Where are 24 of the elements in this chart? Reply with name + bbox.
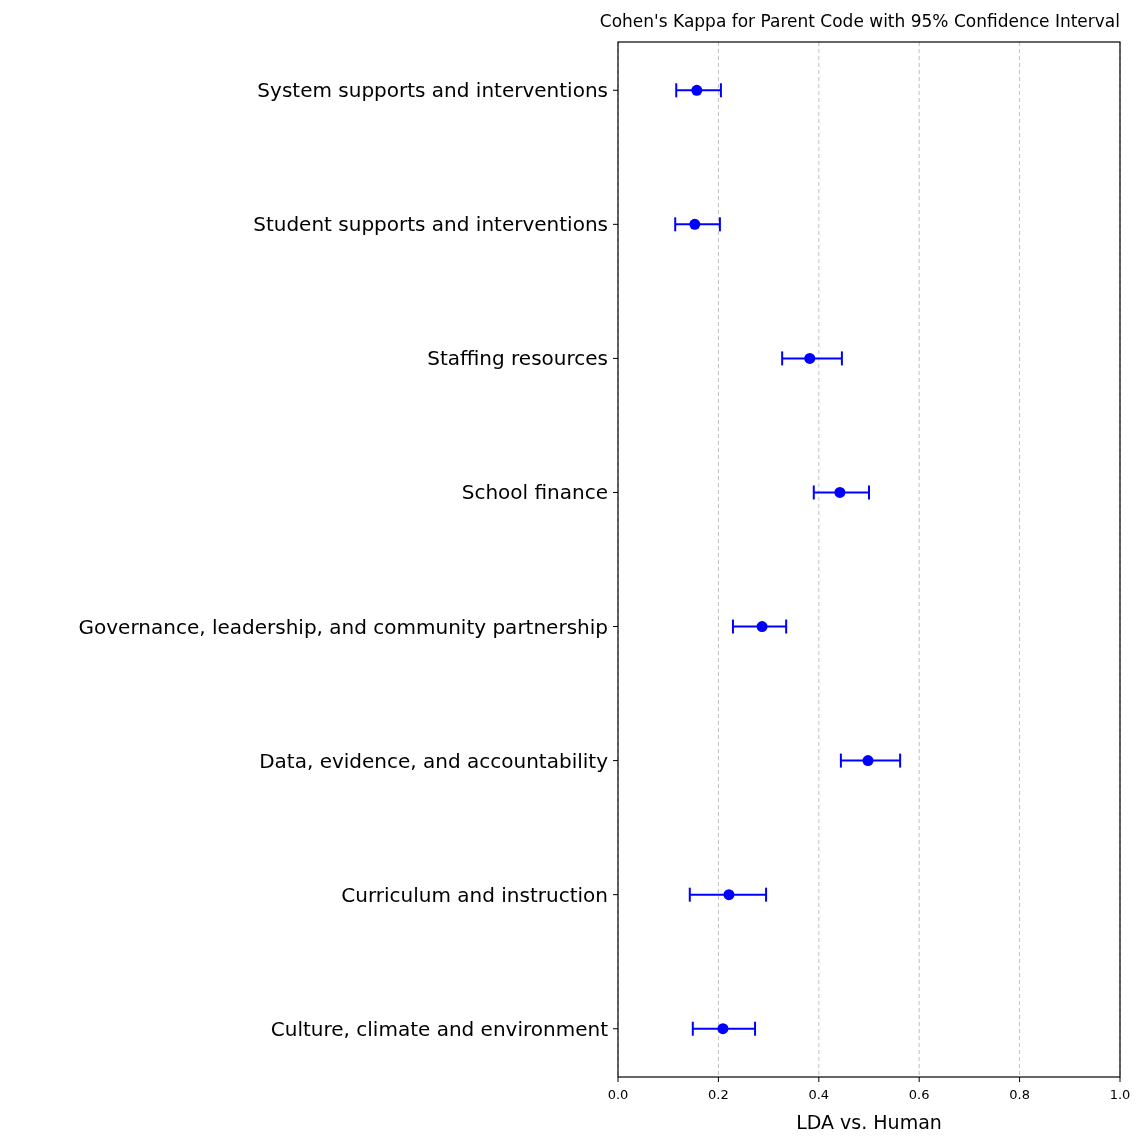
point	[834, 486, 846, 498]
x-tick-label: 0.4	[808, 1087, 830, 1102]
point	[862, 755, 874, 767]
x-tick-label: 1.0	[1109, 1087, 1131, 1102]
x-tick-label: 0.6	[908, 1087, 930, 1102]
y-tick-label: Culture, climate and environment	[270, 1016, 609, 1041]
y-tick-label: Staffing resources	[427, 346, 608, 371]
y-tick-label: Data, evidence, and accountability	[259, 748, 609, 773]
y-tick-label: Governance, leadership, and community partnership	[78, 614, 608, 639]
point	[723, 889, 735, 901]
x-tick-label: 0.2	[708, 1087, 729, 1102]
x-tick-label: 0.8	[1009, 1087, 1030, 1102]
y-tick-label: Curriculum and instruction	[341, 882, 608, 907]
point	[691, 84, 703, 96]
point	[804, 352, 816, 364]
x-tick-label: 0.0	[607, 1087, 629, 1102]
point	[689, 218, 701, 230]
chart-title: Cohen's Kappa for Parent Code with 95% Confidence Interval	[599, 11, 1120, 31]
y-tick-label: Student supports and interventions	[253, 212, 608, 237]
point	[717, 1023, 729, 1035]
point	[756, 621, 768, 633]
y-tick-label: School finance	[461, 480, 608, 505]
x-axis-title: LDA vs. Human	[796, 1111, 942, 1133]
y-tick-label: System supports and interventions	[257, 78, 608, 103]
